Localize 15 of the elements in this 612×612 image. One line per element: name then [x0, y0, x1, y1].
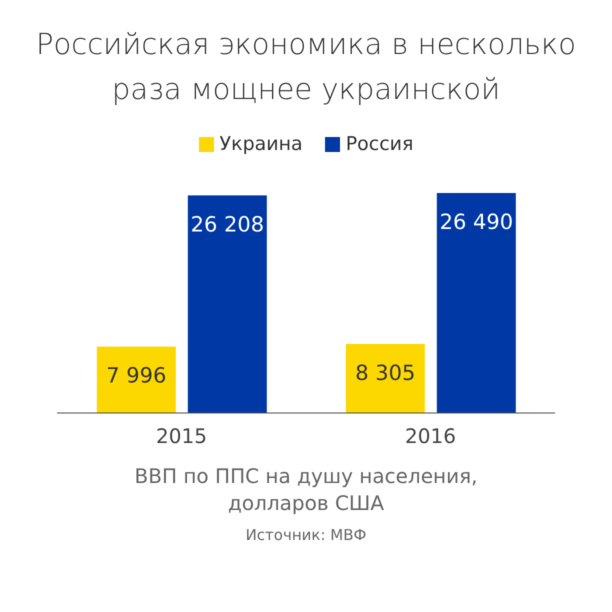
- text: Источник: МВФ: [244, 526, 368, 544]
- data-label: 26 490: [440, 210, 514, 234]
- data-label: 7 996: [106, 364, 166, 388]
- x-tick-label: 2015: [156, 424, 207, 448]
- legend-label: Россия: [346, 133, 414, 155]
- bar: [96, 346, 176, 413]
- x-axis-title: ВВП по ППС на душу населения, долларов США: [134, 463, 478, 517]
- x-tick-label: 2016: [405, 424, 456, 448]
- bar: [436, 193, 516, 413]
- bar: [188, 195, 267, 413]
- data-label: 8 305: [355, 361, 416, 386]
- data-label: 26 208: [190, 212, 264, 236]
- legend-label: Украина: [220, 133, 303, 155]
- chart-title: Российская экономика в несколько раза мощнее украинской: [35, 26, 577, 108]
- bar: [346, 344, 425, 413]
